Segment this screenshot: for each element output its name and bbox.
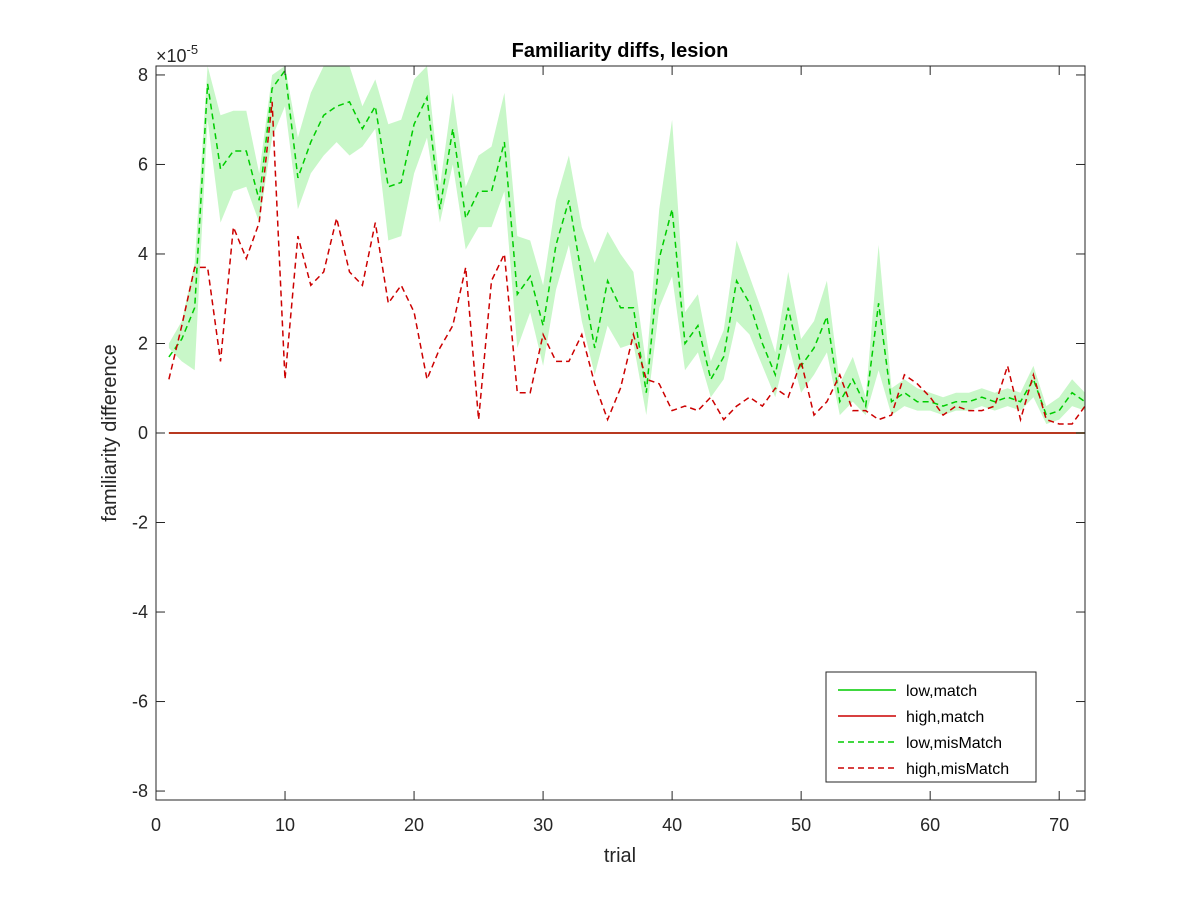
legend-label: low,misMatch — [906, 735, 1002, 752]
confidence-bands — [168, 66, 1085, 424]
y-tick-label: 8 — [138, 65, 148, 85]
x-axis-ticks: 0 10 20 30 40 50 60 70 — [151, 66, 1069, 835]
x-tick-label: 50 — [791, 815, 811, 835]
x-tick-label: 40 — [662, 815, 682, 835]
series-lines — [168, 68, 1085, 434]
y-tick-label: 2 — [138, 333, 148, 353]
legend-label: high,match — [906, 709, 984, 726]
y-tick-label: -8 — [132, 781, 148, 801]
band-low-mismatch — [168, 66, 1085, 424]
legend-label: high,misMatch — [906, 761, 1009, 778]
x-tick-label: 20 — [404, 815, 424, 835]
y-tick-label: -6 — [132, 692, 148, 712]
legend: low,match high,match low,misMatch high,misM… — [825, 671, 1037, 783]
y-axis-label: familiarity difference — [99, 344, 121, 521]
x-tick-label: 10 — [275, 815, 295, 835]
chart-title: Familiarity diffs, lesion — [512, 40, 729, 62]
y-tick-label: -4 — [132, 602, 148, 622]
y-tick-label: -2 — [132, 513, 148, 533]
x-tick-label: 60 — [920, 815, 940, 835]
y-tick-label: 0 — [138, 423, 148, 443]
legend-label: low,match — [906, 683, 977, 700]
x-axis-label: trial — [604, 845, 636, 867]
exponent-base: ×10 — [156, 46, 187, 66]
exponent-power: -5 — [187, 42, 199, 57]
y-tick-label: 6 — [138, 154, 148, 174]
series-line-high-mismatch — [168, 101, 1085, 425]
legend-items: low,match high,match low,misMatch high,misM… — [838, 683, 1009, 778]
x-tick-label: 70 — [1049, 815, 1069, 835]
y-axis-ticks: -8 -6 -4 -2 0 2 4 6 8 — [132, 65, 1085, 801]
y-axis-exponent: ×10-5 — [156, 42, 198, 66]
x-tick-label: 30 — [533, 815, 553, 835]
x-tick-label: 0 — [151, 815, 161, 835]
y-tick-label: 4 — [138, 244, 148, 264]
